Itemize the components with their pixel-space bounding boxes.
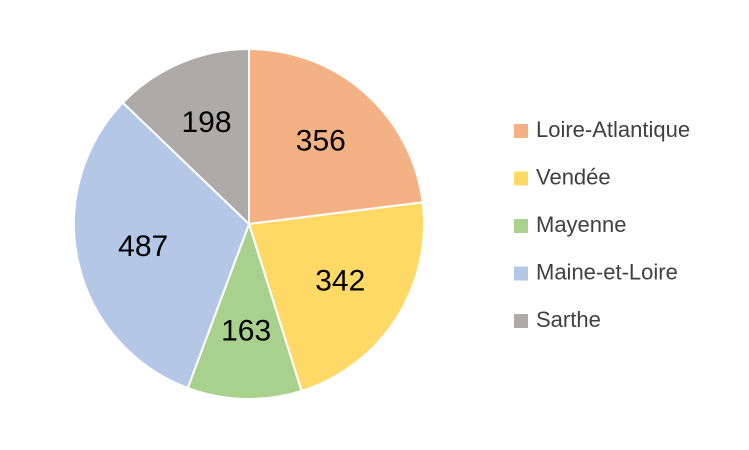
legend-label: Maine-et-Loire <box>536 259 678 284</box>
legend-swatch <box>514 266 528 281</box>
legend-label: Mayenne <box>536 212 627 237</box>
legend-swatch <box>514 124 528 138</box>
data-label: 356 <box>296 125 346 158</box>
legend-swatch <box>514 171 528 186</box>
pie-slice <box>247 201 425 393</box>
legend-swatch <box>514 314 528 328</box>
data-label: 163 <box>221 314 271 347</box>
pie-slice <box>248 47 424 226</box>
pie-slice <box>121 47 250 227</box>
legend-label: Loire-Atlantique <box>536 117 690 142</box>
pie-slice <box>186 220 303 400</box>
pie-slice <box>73 101 251 390</box>
data-label: 487 <box>118 230 168 263</box>
legend-label: Vendée <box>536 164 611 189</box>
legend-label: Sarthe <box>536 307 601 332</box>
legend-swatch <box>514 219 528 233</box>
data-label: 342 <box>315 265 365 298</box>
data-label: 198 <box>181 106 231 139</box>
